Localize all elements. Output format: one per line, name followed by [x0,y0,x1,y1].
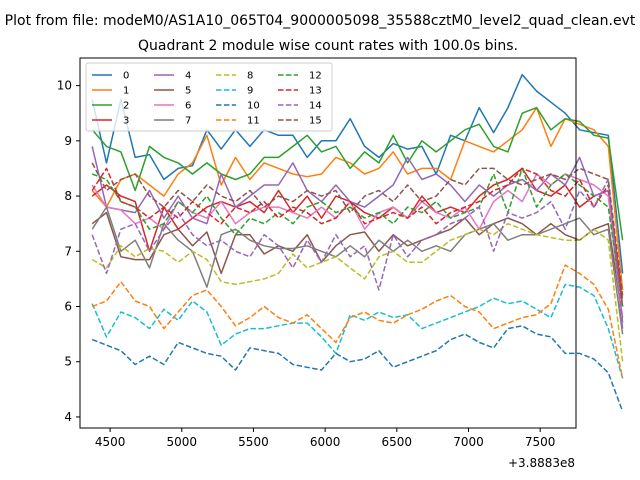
legend-label: 2 [123,101,129,112]
y-tick-label: 6 [64,300,72,314]
legend-label: 12 [309,71,322,82]
legend-label: 14 [309,101,322,112]
y-axis: 4 5 6 7 8 9 10 [57,79,80,424]
chart-title: Quadrant 2 module wise count rates with … [138,38,518,54]
legend-label: 6 [185,101,191,112]
x-axis: 4500 5000 5500 6000 6500 7000 7500 [95,428,556,449]
x-tick-label: 6500 [382,435,413,449]
series-line-2 [91,106,624,241]
axes-frame [79,57,577,429]
series-line-14 [91,178,624,324]
series-line-10 [91,325,624,412]
legend-label: 15 [309,116,322,127]
legend-label: 9 [247,86,253,97]
series-layer [91,73,624,412]
series-line-12 [91,167,624,307]
series-line-9 [91,283,624,379]
legend-label: 3 [123,116,129,127]
series-line-3 [91,167,624,307]
series-line-5 [91,211,624,318]
series-line-15 [91,162,624,296]
legend-label: 11 [247,116,260,127]
legend-label: 4 [185,71,191,82]
legend-label: 1 [123,86,129,97]
y-tick-label: 4 [64,410,72,424]
x-tick-label: 5500 [238,435,269,449]
legend-label: 7 [185,116,191,127]
y-tick-label: 8 [64,189,72,203]
y-tick-label: 9 [64,134,72,148]
series-line-11 [91,264,624,379]
y-tick-label: 7 [64,244,72,258]
legend-label: 13 [309,86,322,97]
legend-label: 5 [185,86,191,97]
x-axis-offset-label: +3.8883e8 [508,456,575,470]
x-tick-label: 7500 [525,435,556,449]
plot-area [79,57,624,429]
legend-label: 10 [247,101,260,112]
x-tick-label: 7000 [453,435,484,449]
y-tick-label: 5 [64,355,72,369]
legend-label: 8 [247,71,253,82]
x-tick-label: 6000 [310,435,341,449]
series-line-8 [91,222,624,362]
legend-box [85,62,333,132]
y-tick-label: 10 [57,79,72,93]
legend-label: 0 [123,71,129,82]
x-tick-label: 4500 [95,435,126,449]
figure-title: Plot from file: modeM0/AS1A10_065T04_900… [5,13,636,29]
x-tick-label: 5000 [167,435,198,449]
series-line-1 [91,106,624,290]
series-line-0 [91,73,624,274]
